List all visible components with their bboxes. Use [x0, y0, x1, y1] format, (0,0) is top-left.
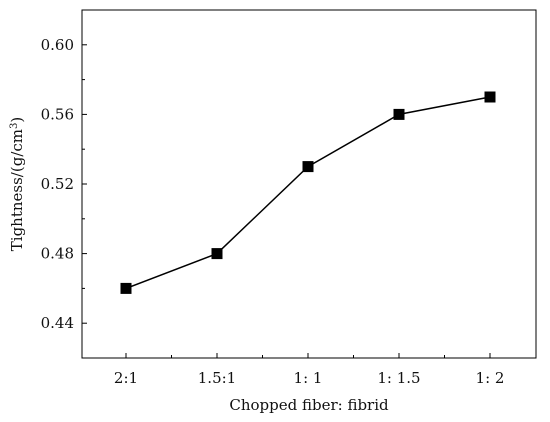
x-tick-label: 1: 1.5	[377, 369, 420, 387]
y-tick-label: 0.52	[41, 175, 74, 193]
y-tick-label: 0.44	[41, 314, 74, 332]
y-axis-ticks: 0.44 0.48 0.52 0.56 0.60	[41, 9, 87, 359]
x-axis-ticks: 2:1 1.5:1 1: 1 1: 1.5 1: 2	[114, 353, 505, 387]
data-point-marker	[484, 91, 496, 103]
x-axis-title: Chopped fiber: fibrid	[229, 396, 389, 414]
y-axis-title-superscript: 3	[9, 123, 20, 129]
data-points	[120, 91, 496, 294]
data-point-marker	[211, 248, 223, 260]
x-tick-label: 1.5:1	[198, 369, 236, 387]
y-axis-title-main: Tightness/(g/cm	[8, 129, 26, 251]
y-axis-title: Tightness/(g/cm3)	[8, 117, 26, 251]
series-line	[125, 96, 491, 290]
x-tick-label: 2:1	[114, 369, 138, 387]
plot-frame	[81, 9, 537, 359]
x-tick-label: 1: 2	[476, 369, 505, 387]
y-tick-label: 0.56	[41, 105, 74, 123]
x-tick-label: 1: 1	[294, 369, 323, 387]
data-point-marker	[120, 282, 132, 294]
y-tick-label: 0.48	[41, 245, 74, 263]
data-point-marker	[302, 161, 314, 173]
y-tick-label: 0.60	[41, 36, 74, 54]
data-point-marker	[393, 108, 405, 120]
y-axis-title-suffix: )	[8, 117, 26, 123]
